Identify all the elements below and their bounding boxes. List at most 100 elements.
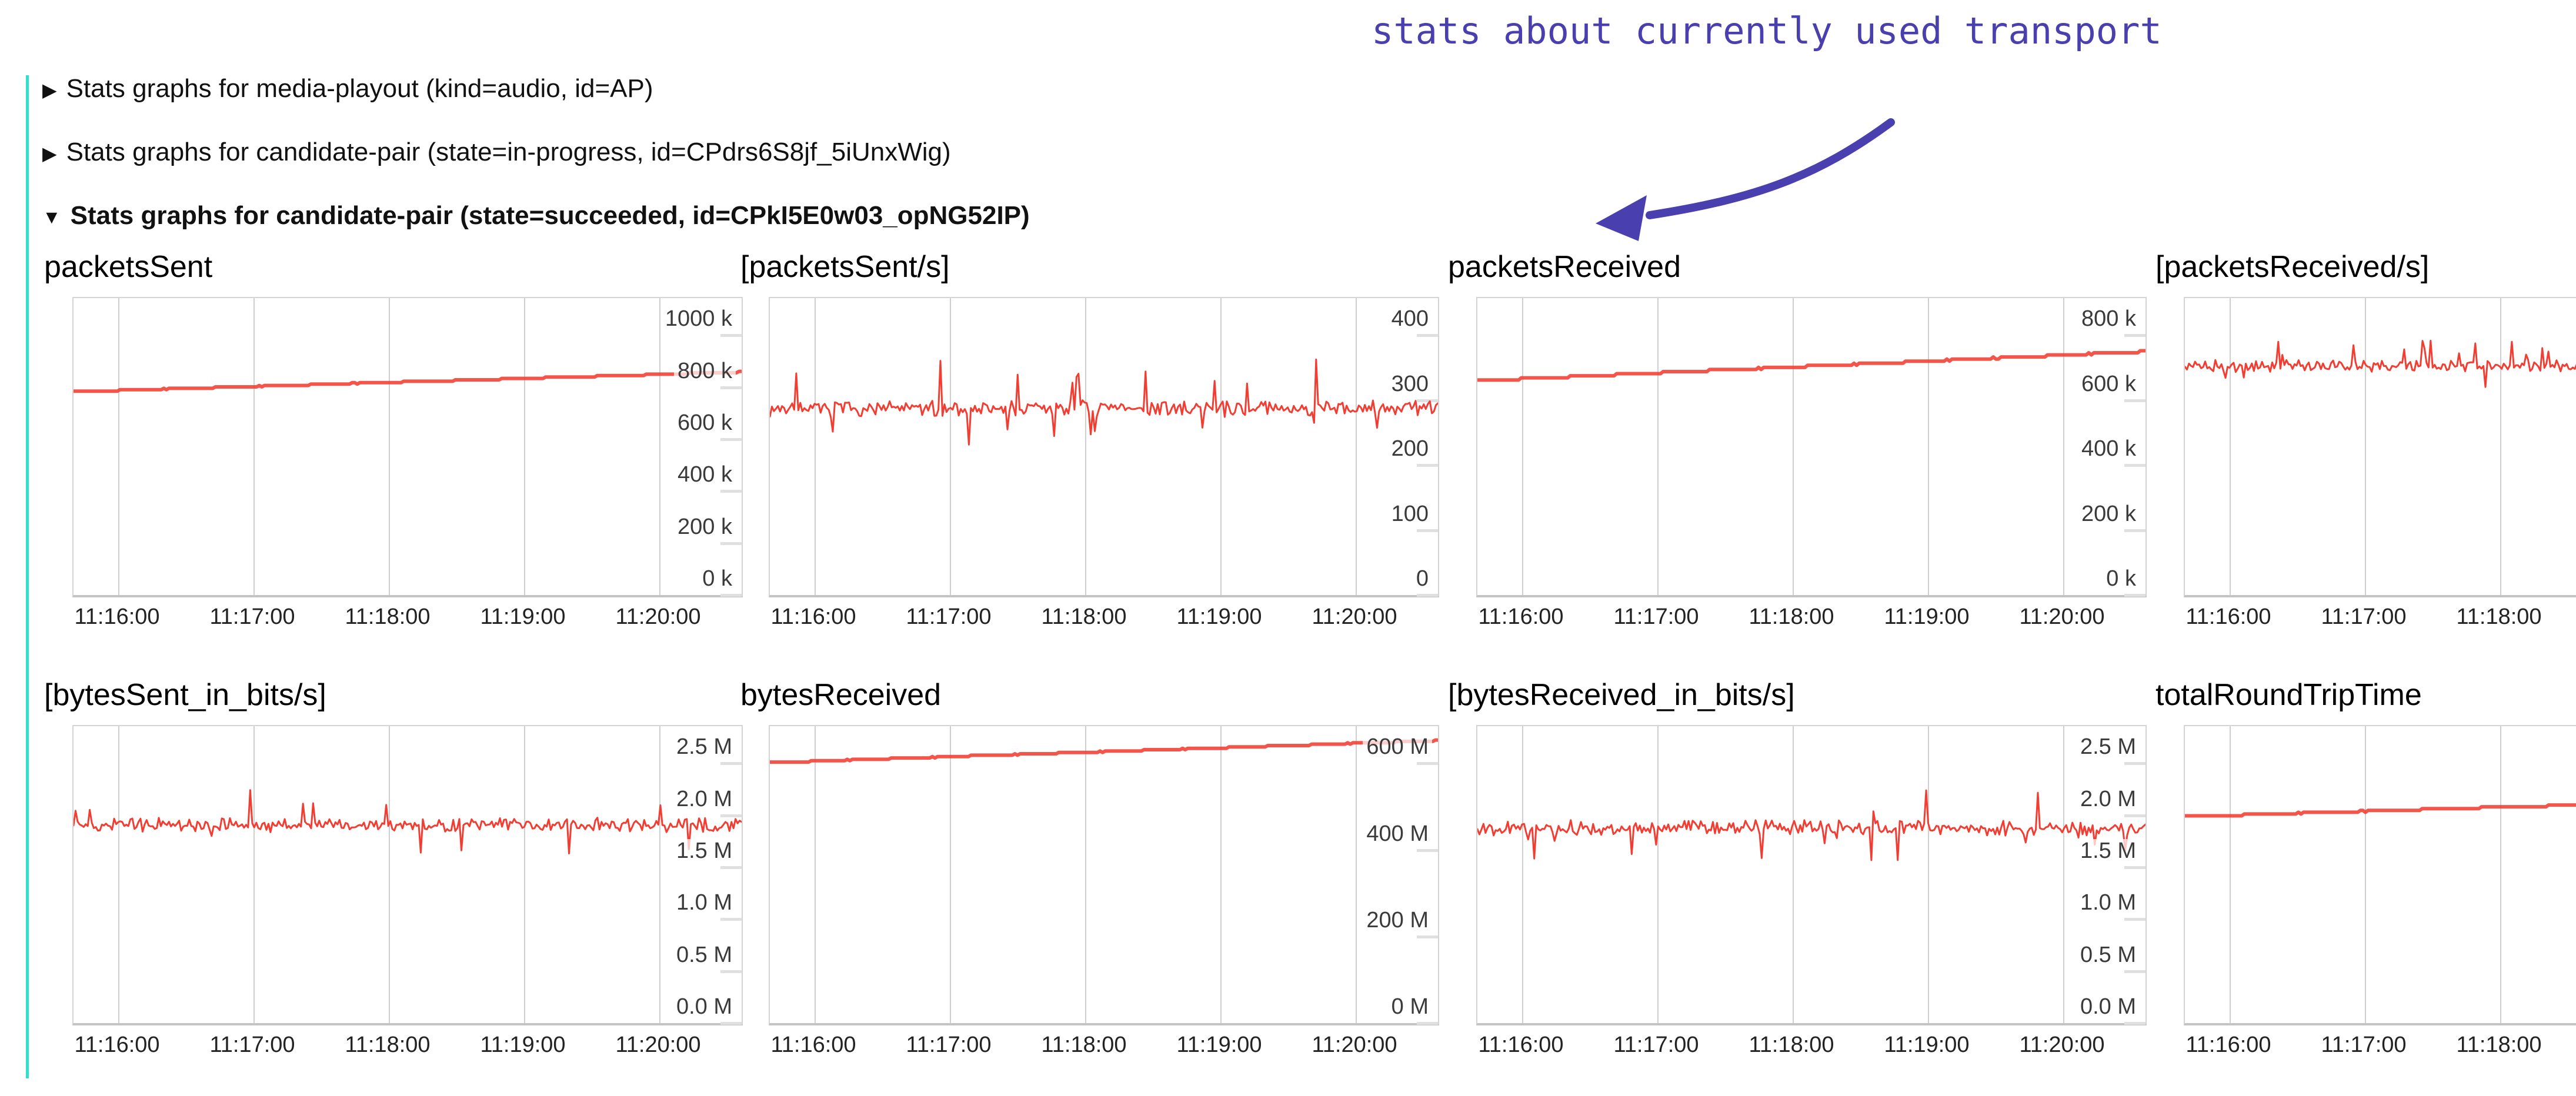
x-gridline (389, 726, 390, 1023)
x-gridline (1657, 298, 1659, 595)
section-label: Stats graphs for candidate-pair (state=s… (70, 201, 1030, 230)
y-axis-tick-mark (2124, 814, 2145, 817)
x-axis-tick-label: 11:16:00 (2185, 1032, 2271, 1057)
x-axis-tick-label: 11:16:00 (1478, 604, 1564, 629)
expand-triangle-icon: ▶ (42, 79, 57, 101)
y-axis-tick-mark (1417, 848, 1438, 852)
x-axis-tick-label: 11:17:00 (209, 1032, 295, 1057)
y-axis-tick-mark (1417, 1022, 1438, 1025)
y-axis-tick-label: 1.5 M (2076, 839, 2140, 863)
y-axis-tick-label: 400 M (1363, 821, 1432, 846)
y-axis-tick-mark (1417, 762, 1438, 766)
x-axis-tick-label: 11:18:00 (345, 604, 431, 629)
x-gridline (815, 726, 816, 1023)
x-axis-tick-label: 11:17:00 (906, 604, 992, 629)
section-label: Stats graphs for media-playout (kind=aud… (66, 74, 653, 103)
chart-plot: 2.5 M 2.0 M 1.5 M 1.0 M 0.5 M 0.0 M (1476, 725, 2147, 1025)
y-axis-tick-mark (720, 542, 742, 545)
x-axis-tick-label: 11:19:00 (1884, 1032, 1970, 1057)
y-axis-tick-label: 2.5 M (672, 735, 736, 759)
y-axis-tick-label: 0.5 M (672, 943, 736, 967)
y-axis-tick-label: 200 k (674, 514, 736, 539)
section-header-media-playout[interactable]: ▶ Stats graphs for media-playout (kind=a… (42, 74, 653, 103)
x-gridline (1522, 726, 1523, 1023)
y-axis-tick-label: 1.5 M (672, 839, 736, 863)
y-axis-tick-label: 2.5 M (2076, 735, 2140, 759)
x-axis-tick-label: 11:19:00 (1176, 1032, 1262, 1057)
y-axis-tick-mark (2124, 1022, 2145, 1025)
y-axis-tick-mark (1417, 464, 1438, 467)
y-axis-tick-label: 0.0 M (672, 995, 736, 1019)
y-axis-tick-label: 400 (1387, 307, 1432, 331)
chart-title: [packetsReceived/s] (2155, 250, 2430, 284)
y-axis-tick-mark (720, 814, 742, 817)
x-gridline (118, 726, 119, 1023)
y-axis-tick-label: 1.0 M (672, 891, 736, 915)
chart-line (2185, 803, 2576, 818)
x-axis-tick-label: 11:20:00 (2019, 1032, 2105, 1057)
x-gridline (2500, 726, 2501, 1023)
y-axis-tick-label: 600 M (1363, 735, 1432, 759)
chart-line (2185, 339, 2576, 388)
x-gridline (1085, 726, 1086, 1023)
x-gridline (950, 726, 951, 1023)
y-axis-tick-mark (720, 762, 742, 766)
stat-chart: [bytesReceived_in_bits/s] 2.5 M 2.0 M 1.5 … (1448, 677, 2151, 1089)
x-axis-tick-label: 11:20:00 (615, 604, 701, 629)
collapse-triangle-icon: ▼ (42, 206, 61, 228)
y-axis-tick-mark (720, 438, 742, 442)
x-axis-tick-label: 11:18:00 (1041, 604, 1127, 629)
chart-title: [bytesSent_in_bits/s] (44, 678, 326, 712)
x-axis-tick-label: 11:17:00 (1613, 1032, 1699, 1057)
x-axis-tick-label: 11:17:00 (2321, 1032, 2407, 1057)
y-axis-tick-mark (2124, 918, 2145, 921)
x-axis-tick-label: 11:16:00 (1478, 1032, 1564, 1057)
x-axis-tick-label: 11:16:00 (770, 604, 856, 629)
y-axis-tick-mark (720, 866, 742, 870)
section-header-candidate-pair-in-progress[interactable]: ▶ Stats graphs for candidate-pair (state… (42, 138, 951, 167)
y-axis-tick-mark (2124, 866, 2145, 870)
stat-chart: [packetsSent/s] 400 300 200 100 0 11:16:00 11… (740, 249, 1444, 661)
x-axis-tick-label: 11:19:00 (1884, 604, 1970, 629)
stat-chart: totalRoundTripTime 11:16:00 11:17:00 11:18… (2155, 677, 2576, 1089)
x-gridline (1928, 298, 1929, 595)
chart-title: [packetsSent/s] (740, 250, 950, 284)
x-axis-tick-label: 11:17:00 (209, 604, 295, 629)
section-header-candidate-pair-succeeded[interactable]: ▼ Stats graphs for candidate-pair (state… (42, 201, 1030, 230)
handwritten-note: stats about currently used transport (1372, 9, 2162, 52)
chart-plot (2184, 297, 2576, 597)
y-axis-tick-label: 200 k (2078, 502, 2140, 526)
y-axis-tick-mark (1417, 594, 1438, 597)
x-gridline (815, 298, 816, 595)
x-gridline (2365, 298, 2366, 595)
chart-title: [bytesReceived_in_bits/s] (1448, 678, 1795, 712)
x-gridline (1085, 298, 1086, 595)
chart-plot: 600 M 400 M 200 M 0 M (769, 725, 1439, 1025)
x-gridline (1928, 726, 1929, 1023)
y-axis-tick-mark (1417, 935, 1438, 938)
y-axis-tick-mark (2124, 464, 2145, 467)
y-axis-tick-mark (720, 490, 742, 493)
stat-chart: bytesReceived 600 M 400 M 200 M 0 M 11:16:0… (740, 677, 1444, 1089)
chart-title: packetsSent (44, 250, 213, 284)
x-axis-tick-label: 11:16:00 (74, 1032, 160, 1057)
y-axis-tick-label: 800 k (2078, 307, 2140, 331)
x-axis-tick-label: 11:20:00 (1312, 1032, 1397, 1057)
x-gridline (524, 726, 525, 1023)
x-gridline (524, 298, 525, 595)
chart-plot: 1000 k 800 k 600 k 400 k 200 k 0 k (72, 297, 743, 597)
chart-line (1477, 349, 2145, 382)
chart-title: totalRoundTripTime (2155, 678, 2422, 712)
x-axis-tick-label: 11:18:00 (1749, 1032, 1834, 1057)
x-gridline (1356, 298, 1357, 595)
chart-line (770, 738, 1438, 764)
x-gridline (1657, 726, 1659, 1023)
selection-accent-line (26, 75, 29, 1078)
x-axis-tick-label: 11:19:00 (1176, 604, 1262, 629)
y-axis-tick-mark (1417, 334, 1438, 338)
x-axis-tick-label: 11:16:00 (770, 1032, 856, 1057)
y-axis-tick-mark (2124, 334, 2145, 338)
stat-chart: packetsSent 1000 k 800 k 600 k 400 k 200 k 0 … (44, 249, 748, 661)
